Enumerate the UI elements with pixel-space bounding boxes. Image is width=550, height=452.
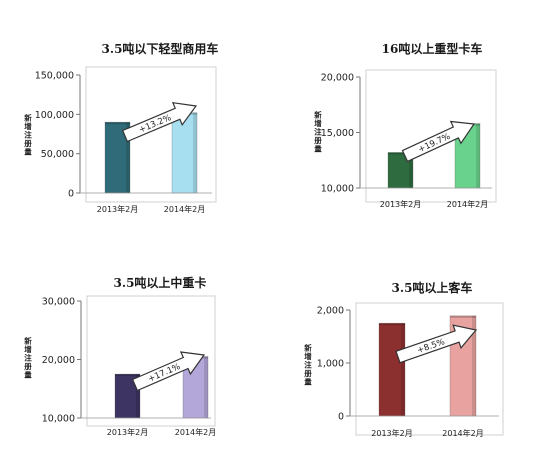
bar-top-shade [105, 122, 130, 125]
y-tick-label: 2,000 [317, 306, 344, 317]
bar-side-shade [136, 374, 140, 418]
bar-top-shade [388, 152, 413, 155]
bar-side-shade [476, 123, 480, 188]
y-tick-label: 0 [338, 412, 344, 423]
x-category-label: 2013年2月 [97, 204, 138, 214]
growth-arrow [121, 101, 198, 143]
growth-arrow [131, 351, 206, 392]
chart-title: 3.5吨以上中重卡 [114, 275, 207, 290]
x-category-label: 2014年2月 [447, 199, 488, 209]
bar-side-shade [193, 112, 197, 193]
y-tick-label: 10,000 [321, 184, 354, 195]
growth-arrow [401, 120, 476, 163]
x-category-label: 2013年2月 [380, 199, 421, 209]
chart-panel-3: 3.5吨以上中重卡 10,000 20,000 30,000 新增注册量 2013年2月 2… [23, 275, 216, 437]
bar-side-shade [401, 323, 405, 416]
bar-side-shade [126, 122, 130, 193]
bar-side-shade [472, 315, 476, 416]
y-tick-label: 50,000 [41, 149, 74, 160]
y-axis-label: 新增注册量 [23, 335, 32, 379]
bar-top-shade [450, 315, 476, 318]
y-tick-label: 150,000 [35, 71, 74, 82]
bar-side-shade [409, 152, 413, 188]
y-tick-label: 0 [68, 189, 74, 200]
y-tick-label: 20,000 [42, 355, 75, 366]
chart-panel-1: 3.5吨以下轻型商用车 0 50,000 100,000 150,000 新增注册量 201… [23, 41, 218, 214]
y-axis-label: 新增注册量 [313, 109, 322, 153]
x-category-label: 2013年2月 [371, 428, 412, 438]
x-category-label: 2014年2月 [175, 427, 216, 437]
x-category-label: 2014年2月 [442, 428, 483, 438]
chart-title: 16吨以上重型卡车 [382, 41, 483, 56]
y-tick-label: 1,000 [317, 359, 344, 370]
growth-arrow [395, 324, 478, 364]
x-category-label: 2014年2月 [164, 204, 205, 214]
chart-title: 3.5吨以上客车 [392, 280, 473, 295]
bar-top-shade [379, 323, 405, 326]
chart-title: 3.5吨以下轻型商用车 [102, 41, 219, 56]
y-tick-label: 30,000 [42, 297, 75, 308]
plot-frame [355, 302, 504, 436]
y-tick-label: 10,000 [42, 414, 75, 425]
bar [378, 322, 406, 417]
bar-top-shade [115, 374, 140, 377]
chart-panel-2: 16吨以上重型卡车 10,000 15,000 20,000 新增注册量 2013年2月 2… [313, 41, 497, 209]
bar-side-shade [204, 356, 208, 418]
y-tick-label: 20,000 [321, 73, 354, 84]
y-tick-label: 100,000 [35, 110, 74, 121]
y-axis-label: 新增注册量 [303, 342, 312, 386]
bar [171, 112, 198, 194]
x-category-label: 2013年2月 [107, 427, 148, 437]
y-tick-label: 15,000 [321, 128, 354, 139]
y-axis-label: 新增注册量 [23, 112, 32, 156]
